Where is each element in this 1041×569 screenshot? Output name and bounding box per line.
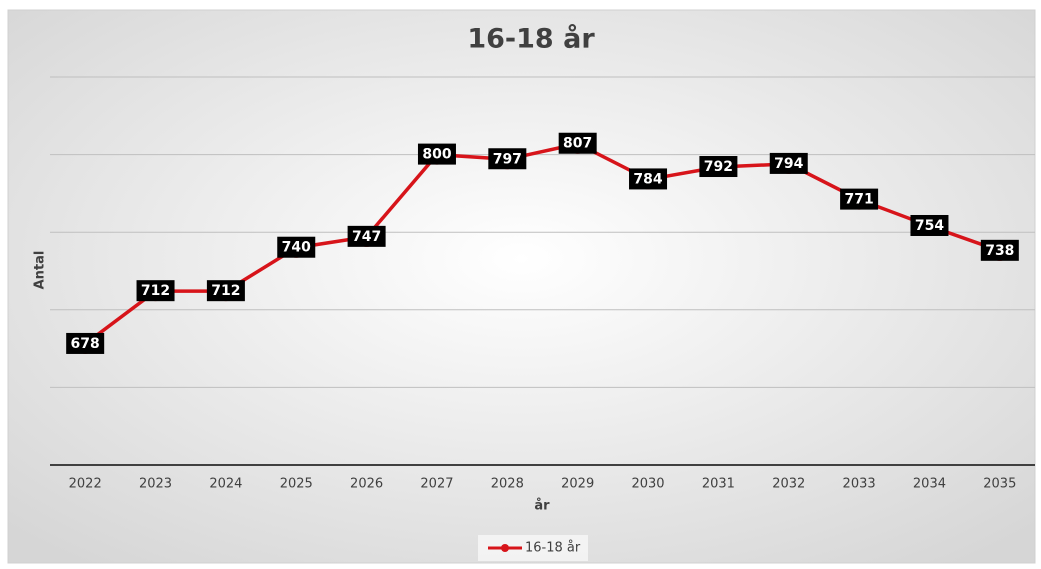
x-tick-label: 2031 (702, 477, 735, 492)
data-label-box (840, 188, 879, 210)
chart-frame (7, 9, 1036, 564)
data-label: 754 (915, 218, 944, 234)
x-tick-label: 2033 (843, 477, 876, 492)
data-label: 738 (985, 243, 1014, 259)
x-tick-label: 2026 (350, 477, 383, 492)
data-label: 771 (844, 192, 873, 208)
data-label: 740 (282, 240, 311, 256)
data-label-box (347, 225, 386, 247)
x-tick-label: 2035 (983, 477, 1016, 492)
data-label-box (66, 332, 105, 354)
legend-marker (501, 544, 509, 552)
data-label: 678 (71, 336, 100, 352)
data-label: 807 (563, 136, 592, 152)
chart-title: 16-18 år (467, 23, 595, 55)
data-label-box (769, 152, 808, 174)
data-label: 800 (422, 147, 451, 163)
x-tick-label: 2030 (631, 477, 664, 492)
data-label-box (629, 168, 668, 190)
x-axis-label: år (534, 499, 550, 514)
legend-label: 16-18 år (525, 541, 581, 556)
legend: 16-18 år (478, 535, 588, 561)
x-tick-label: 2022 (69, 477, 102, 492)
data-label: 712 (211, 283, 240, 299)
data-label-box (910, 214, 949, 236)
data-label-box (206, 280, 245, 302)
data-label-box (980, 239, 1019, 261)
x-tick-label: 2027 (420, 477, 453, 492)
data-label-box (417, 143, 456, 165)
data-label: 784 (633, 171, 662, 187)
data-label-box (136, 280, 175, 302)
data-label: 797 (493, 151, 522, 167)
x-tick-label: 2029 (561, 477, 594, 492)
x-tick-label: 2032 (772, 477, 805, 492)
data-label-box (558, 132, 597, 154)
data-label-box (277, 236, 316, 258)
data-label: 712 (141, 283, 170, 299)
data-label-box (699, 156, 738, 178)
x-tick-label: 2028 (491, 477, 524, 492)
data-label: 794 (774, 156, 803, 172)
data-label: 747 (352, 229, 381, 245)
x-tick-label: 2024 (209, 477, 242, 492)
data-label-box (488, 148, 527, 170)
x-tick-label: 2023 (139, 477, 172, 492)
x-tick-label: 2025 (280, 477, 313, 492)
y-axis-label: Antal (33, 251, 48, 290)
data-label: 792 (704, 159, 733, 175)
x-tick-label: 2034 (913, 477, 946, 492)
